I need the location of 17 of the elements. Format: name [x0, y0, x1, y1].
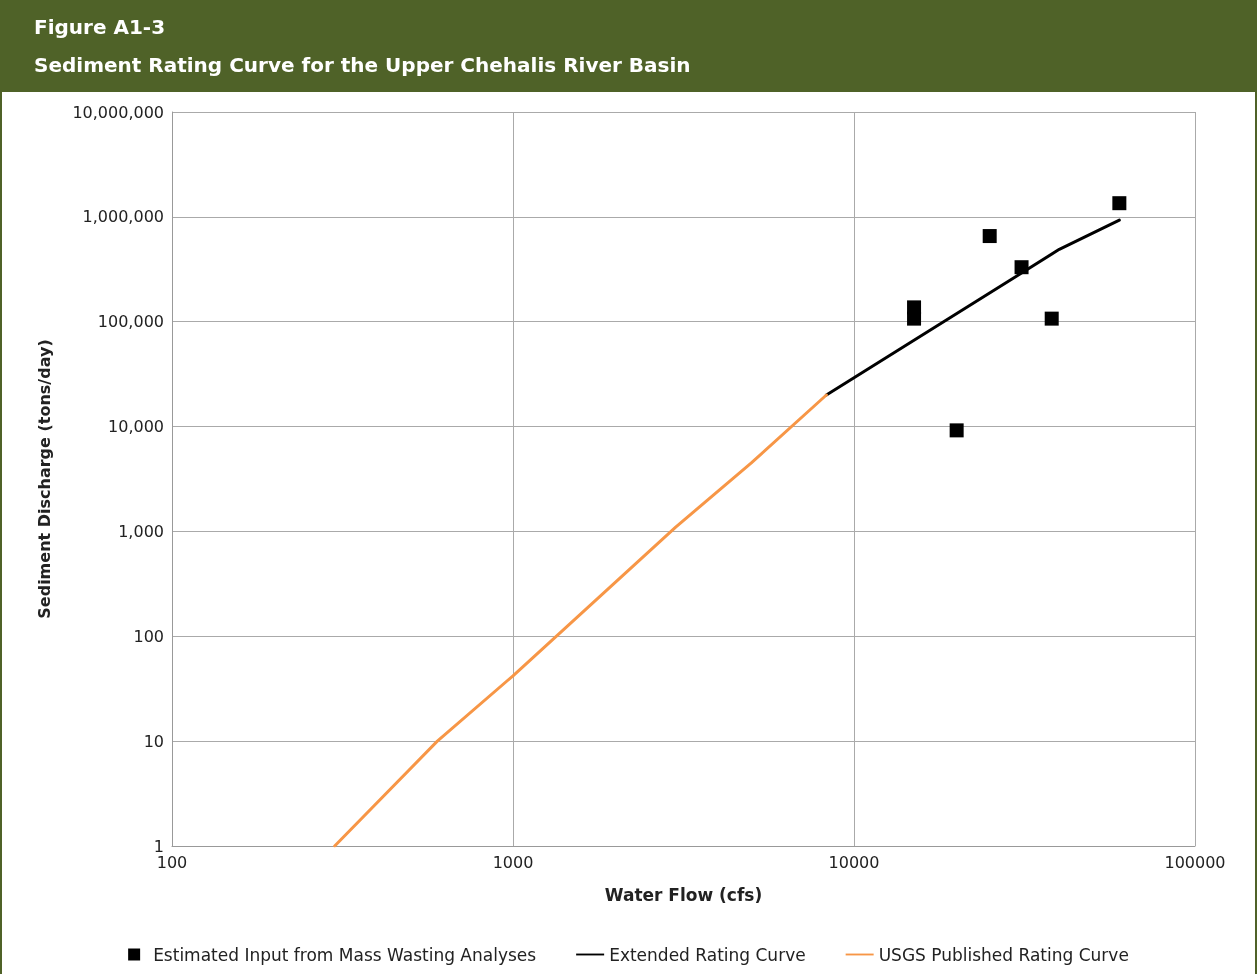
x-tick-label: 1000 [492, 852, 534, 872]
chart-subtitle: Sediment Rating Curve for the Upper Chehalis River Basin [34, 52, 692, 79]
x-axis-title: Water Flow (cfs) [604, 884, 763, 905]
y-tick-label: 1,000,000 [82, 207, 164, 227]
y-tick-label: 10,000 [108, 417, 164, 437]
legend-label: USGS Published Rating Curve [878, 944, 1129, 965]
legend-label: Estimated Input from Mass Wasting Analyses [153, 944, 537, 965]
y-tick-label: 1,000 [118, 521, 164, 541]
chart-title: Figure A1-3 [34, 14, 167, 41]
y-tick-label: 10,000,000 [72, 102, 164, 122]
y-axis-title: Sediment Discharge (tons/day) [34, 339, 54, 619]
x-tick-label: 10000 [828, 852, 880, 872]
y-tick-label: 100,000 [97, 312, 164, 332]
y-tick-label: 10 [143, 731, 164, 751]
legend-label: Extended Rating Curve [609, 944, 806, 965]
x-tick-label: 100000 [1164, 852, 1226, 872]
y-tick-label: 100 [133, 626, 164, 646]
